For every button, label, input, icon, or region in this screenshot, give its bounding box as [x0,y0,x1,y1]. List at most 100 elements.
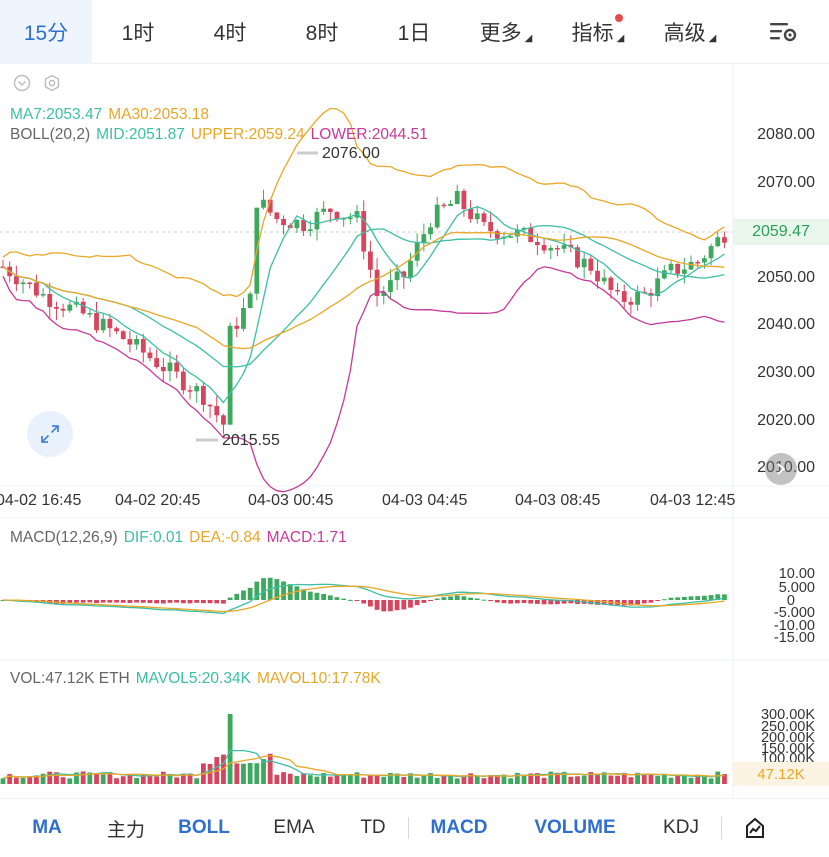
kline-chart[interactable] [0,0,829,798]
volume-bar [54,772,59,784]
macd-bar [528,600,534,604]
indicator-kdj[interactable]: KDJ [663,817,699,838]
candle-body [421,234,427,243]
candle-body [494,231,500,239]
macd-bar [368,600,373,607]
macd-bar [702,595,707,600]
indicator-volume[interactable]: VOLUME [534,817,616,838]
candle-body [655,278,661,297]
volume-bar [287,773,293,784]
macd-bar [227,597,233,600]
candle-body [207,404,213,407]
candle-body [595,270,600,282]
macd-bar [428,600,433,601]
indicator-main-force[interactable]: 主力 [106,819,145,841]
macd-bar [568,600,574,604]
candle-body [408,260,413,278]
candle-body [221,415,226,425]
candle-body [100,318,106,331]
macd-bar [127,600,133,603]
volume-bar [434,777,440,784]
candle-body [261,199,266,208]
volume-bar [321,772,327,784]
volume-bar [47,771,53,784]
indicator-boll[interactable]: BOLL [178,817,230,838]
macd-bar [307,591,313,600]
volume-bar [40,773,46,784]
volume-bar [494,775,500,784]
time-tick: 04-02 16:45 [0,492,82,509]
macd-bar [481,599,487,601]
tab-8h[interactable]: 8时 [305,22,339,45]
indicator-td[interactable]: TD [360,817,386,838]
candle-body [301,220,306,232]
macd-bar [341,598,347,600]
macd-bar [508,600,514,604]
macd-dif-line [2,583,725,615]
high-price-label: 2076.00 [322,145,380,162]
time-tick: 04-03 04:45 [382,492,468,509]
draw-tool-button[interactable] [722,799,788,857]
volume-bar [361,777,367,784]
scroll-right-icon [777,463,786,475]
macd-dea: DEA:-0.84 [189,529,261,546]
macd-bar [688,596,694,600]
tab-more[interactable]: 更多 ◢ [479,22,533,45]
volume-bar [187,773,193,784]
candle-body [702,258,707,263]
candle-body [708,246,714,259]
candle-body [668,263,674,271]
volume-bar [174,777,180,784]
macd-bar [241,590,246,600]
macd-bar [234,593,240,600]
volume-bar [7,774,13,784]
notification-dot [615,14,623,22]
volume-bar [227,714,233,784]
scroll-to-latest-button[interactable] [765,453,797,485]
indicator-ma[interactable]: MA [32,817,62,838]
caret-icon: ◢ [524,32,533,44]
macd-bar [327,595,333,600]
indicator-macd[interactable]: MACD [430,817,488,838]
volume-bar [60,777,66,784]
candle-body [468,208,473,220]
tab-15m[interactable]: 15分 [0,0,92,64]
volume-bar [668,777,674,784]
tab-4h[interactable]: 4时 [213,22,247,45]
volume-bar [134,777,139,784]
expand-icon [41,425,59,443]
macd-bar [140,600,146,603]
eye-icon[interactable] [12,73,32,93]
vol-tick: 300.00K [760,707,815,723]
boll-name: BOLL(20,2) [10,126,91,143]
expand-chart-button[interactable] [27,411,73,457]
candle-body [722,237,727,243]
macd-bar [635,600,640,605]
boll-legend: BOLL(20,2) MID:2051.87 UPPER:2059.24 LOWER:… [10,126,434,144]
indicator-ema[interactable]: EMA [273,817,315,838]
candle-body [374,269,380,296]
candle-body [608,277,614,290]
price-tick: 2050.00 [757,269,815,286]
tab-1h[interactable]: 1时 [121,22,155,45]
volume-bar [448,776,453,784]
macd-tick: -10.00 [773,618,815,634]
volume-bar [401,776,407,784]
macd-bar [648,600,654,603]
gear-icon[interactable] [42,73,62,93]
tab-advanced[interactable]: 高级 ◢ [663,22,717,45]
volume-bar [127,774,133,784]
volume-bar [521,775,527,784]
candle-body [394,271,400,281]
tab-1d[interactable]: 1日 [397,22,431,45]
macd-bar [67,600,73,604]
caret-icon: ◢ [708,32,717,44]
macd-bar [621,600,627,606]
volume-bar [661,773,667,784]
volume-bar [454,778,460,784]
tab-indicators[interactable]: 指标 ◢ [552,0,644,64]
macd-bar [80,600,86,603]
chart-settings-button[interactable] [737,0,829,64]
volume-bar [681,775,687,784]
